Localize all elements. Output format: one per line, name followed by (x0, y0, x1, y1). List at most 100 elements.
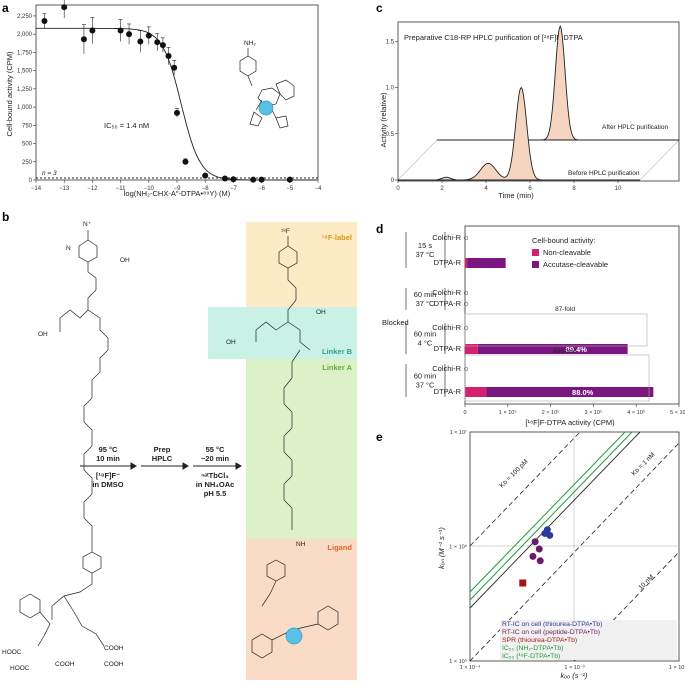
ytick-label: 2,250 (17, 14, 33, 20)
data-point (80, 36, 87, 43)
step3-solvent: in NH₄OAc (196, 480, 235, 489)
data-point (126, 31, 133, 38)
legend-accutase: Accutase-cleavable (543, 260, 608, 269)
data-point (171, 64, 178, 71)
panel-a-frame (35, 4, 319, 181)
fit-curve (36, 27, 317, 181)
xtick-label: −6 (258, 186, 266, 192)
ytick-label: 1 × 10⁵ (449, 658, 467, 665)
ytick-label: 0 (29, 178, 33, 184)
cooh-3: COOH (104, 661, 124, 668)
xtick-label: 1 × 10⁵ (499, 409, 517, 416)
acid-oh-1: OH (38, 331, 48, 338)
fold-box-2 (464, 354, 650, 402)
data-point (137, 38, 144, 45)
row-label: DTPA-R (434, 258, 462, 267)
bar-noncleavable (465, 387, 487, 397)
ytick-label: 1,250 (17, 87, 33, 93)
data-point (89, 27, 96, 34)
panel-b: b ¹⁸F-label Linker B Linker A Ligand 95 … (2, 210, 357, 680)
bar-marker (463, 325, 469, 331)
legend-ic50-f19: IC₅₀ (¹⁹F-DTPA•Tb) (502, 653, 560, 660)
panel-a-yticks: 0 250 500 750 1,000 1,250 1,500 1,750 2,000 2,250 (17, 14, 36, 184)
xtick-label: −9 (174, 186, 182, 192)
step1-solvent: in DMSO (92, 480, 123, 489)
linker-b-box (208, 307, 357, 359)
group-time: 60 min (414, 330, 437, 339)
ytick-label: 1 × 10⁶ (449, 544, 467, 551)
panel-c-ylabel: Activity (relative) (379, 92, 388, 148)
ytick-label: 750 (22, 123, 33, 129)
ic50-text: IC₅₀ = 1.4 nM (104, 121, 149, 130)
pct-89: 89.4% (566, 345, 588, 354)
panel-e-ylabel: kₒₙ (M⁻¹ s⁻¹) (437, 527, 446, 569)
bar-noncleavable (465, 344, 478, 354)
group-temp: 37 °C (416, 250, 435, 259)
data-point (159, 42, 166, 49)
panel-a-xlabel: log(NH₂-CHX-A″-DTPA•⁸⁹Y) (M) (124, 189, 231, 198)
n-text: n = 3 (42, 170, 57, 177)
xtick-label: −12 (87, 186, 98, 192)
group-temp: 37 °C (416, 381, 435, 390)
data-point (145, 32, 152, 39)
legend-swatch-noncleavable (532, 249, 539, 256)
panel-c-xlabel: Time (min) (498, 191, 534, 200)
bar-accutase (486, 387, 654, 397)
panel-c-frame (397, 21, 680, 182)
ytick-label: 1,750 (17, 50, 33, 56)
ytick-label: 500 (22, 142, 33, 148)
step3-ph: pH 5.5 (204, 489, 227, 498)
ytick-label: 1,000 (17, 105, 33, 111)
blocked-label: Blocked (382, 318, 409, 327)
panel-e: e kₒₙ (M⁻¹ s⁻¹) kₒₒ (s⁻¹) 1 × 10⁷ 1 × 10⁶… (376, 429, 685, 680)
data-point (221, 175, 228, 182)
product-structure: ¹⁸F OH OH NH (226, 228, 339, 659)
panel-a-label: a (2, 1, 9, 15)
ytick-label: 1.0 (386, 86, 395, 92)
kinetic-point (529, 552, 537, 560)
step1-temp: 95 °C (99, 445, 118, 454)
panel-a: a Cell-bound activity (CPM) log(NH₂-CHX-… (2, 0, 322, 198)
legend-rt-peptide: RT-IC on cell (peptide-DTPA•Tb) (502, 629, 600, 636)
panel-e-label: e (376, 430, 383, 444)
step3-time: ~20 min (201, 454, 230, 463)
step2-line1: Prep (154, 445, 171, 454)
data-point (154, 39, 161, 46)
fold-87: 87-fold (555, 306, 575, 313)
kinetic-point (531, 538, 539, 546)
before-trace (398, 86, 640, 181)
kinetic-point (535, 545, 543, 553)
precursor-structure: N⁺ N OH OH HOOC HOOC COOH COOH COOH (2, 221, 130, 672)
product-oh-1: OH (316, 309, 326, 316)
bar-marker (463, 290, 469, 296)
data-point (286, 176, 293, 183)
fold-box-1 (464, 313, 648, 347)
f18-label-text: ¹⁸F-label (322, 233, 352, 242)
kd-1nm: Kᴅ = 1 nM (630, 451, 656, 477)
fold-895: 895-fold (553, 348, 577, 355)
ytick-label: 1.5 (386, 39, 395, 45)
xtick-label: −4 (315, 186, 323, 192)
bar-marker (463, 366, 469, 372)
step2-line2: HPLC (152, 454, 173, 463)
f18-atom-label: ¹⁸F (281, 228, 290, 235)
ytick-label: 1,500 (17, 69, 33, 75)
legend-title: Cell-bound activity: (532, 236, 595, 245)
nh2-label: NH₂ (244, 40, 256, 47)
xtick-label: 10 (615, 186, 622, 192)
group-time: 60 min (414, 372, 437, 381)
linker-a-text: Linker A (322, 363, 352, 372)
xtick-label: −14 (31, 186, 42, 192)
row-label: DTPA-R (434, 344, 462, 353)
panel-c-xticks: 0 2 4 6 8 10 (396, 180, 622, 192)
panel-d-xlabel: [¹⁸F]F-DTPA activity (CPM) (525, 418, 615, 427)
linker-a-box (246, 359, 357, 539)
panel-b-label: b (2, 210, 9, 224)
xtick-label: 6 (528, 186, 532, 192)
amide-nh-label: NH (296, 541, 306, 548)
legend-ic50-nh2: IC₅₀ (NH₂-DTPA•Tb) (502, 645, 563, 652)
pct-88: 88.0% (572, 388, 594, 397)
legend-spr: SPR (thiourea-DTPA•Tb) (502, 637, 577, 644)
f18-label-box (246, 222, 357, 307)
